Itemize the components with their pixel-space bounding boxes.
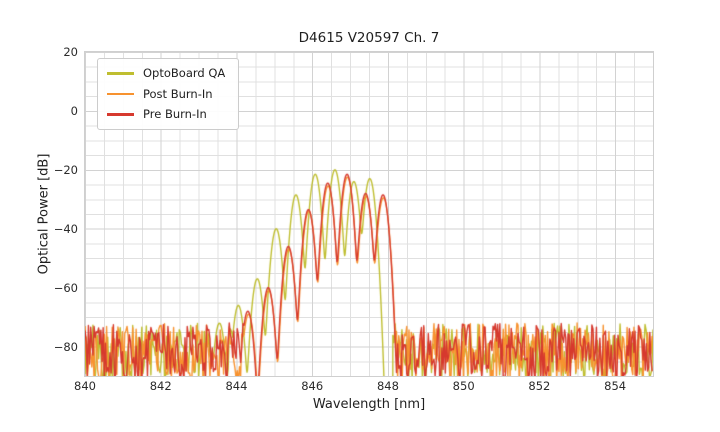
legend-label: OptoBoard QA: [143, 66, 226, 81]
x-tick-label: 846: [301, 379, 324, 393]
legend-line-swatch: [107, 92, 134, 95]
x-tick-label: 850: [452, 379, 475, 393]
legend-item: Post Burn-In: [107, 84, 225, 105]
y-tick-label: −60: [53, 280, 78, 295]
x-tick-label: 848: [376, 379, 399, 393]
y-tick-label: −40: [53, 221, 78, 236]
x-axis-label: Wavelength [nm]: [312, 397, 426, 412]
x-tick-label: 852: [528, 379, 551, 393]
plot-area: OptoBoard QA Post Burn-In Pre Burn-In: [84, 51, 654, 377]
x-tick-label: 844: [225, 379, 248, 393]
y-tick-label: −80: [53, 339, 78, 354]
y-tick-label: −20: [53, 162, 78, 177]
legend-label: Pre Burn-In: [143, 107, 207, 122]
y-axis-label: Optical Power [dB]: [36, 153, 52, 275]
legend-item: Pre Burn-In: [107, 104, 225, 125]
legend-line-swatch: [107, 113, 134, 116]
chart-title: D4615 V20597 Ch. 7: [298, 30, 440, 46]
x-tick-label: 842: [149, 379, 172, 393]
y-tick-label: 20: [63, 45, 78, 59]
legend-label: Post Burn-In: [143, 86, 213, 101]
legend-line-swatch: [107, 72, 134, 75]
legend-item: OptoBoard QA: [107, 63, 225, 84]
x-tick-label: 840: [74, 379, 96, 393]
legend: OptoBoard QA Post Burn-In Pre Burn-In: [97, 58, 240, 130]
x-tick-label: 854: [604, 379, 627, 393]
y-tick-label: 0: [70, 103, 78, 118]
